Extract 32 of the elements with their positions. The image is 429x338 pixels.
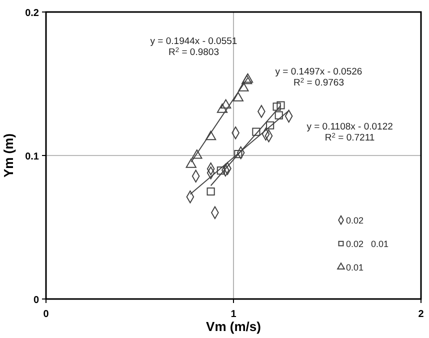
legend-label: 0.02 0.01 (346, 239, 389, 250)
legend-label: 0.02 (346, 216, 364, 226)
point (206, 187, 215, 196)
point (252, 128, 260, 136)
point (232, 92, 244, 102)
point (216, 104, 228, 113)
point (272, 102, 281, 111)
annotation: y = 0.1108x - 0.0122 (306, 122, 393, 133)
y-tick-label: 0.1 (25, 152, 40, 162)
annotation: R$^{2}$ = 0.9803 (168, 46, 219, 58)
point (266, 121, 274, 130)
x-tick-label: 1 (230, 309, 237, 320)
annotation: R$^{2}$ = 0.7211 (324, 132, 375, 144)
x-tick-label: 2 (418, 309, 424, 320)
point (238, 82, 249, 92)
x-axis-title: Vm (m/s) (206, 319, 261, 334)
point (234, 150, 242, 158)
y-tick-label: 0 (33, 295, 40, 306)
x-tick-label: 0 (43, 309, 50, 320)
point (276, 101, 285, 110)
point (216, 166, 225, 175)
point (206, 130, 216, 140)
y-tick-label: 0.2 (25, 8, 40, 19)
annotation: R$^{2}$ = 0.9763 (294, 77, 344, 89)
point (220, 99, 232, 109)
point (274, 111, 283, 120)
annotation: y = 0.1497x - 0.0526 (275, 66, 362, 78)
annotation: y = 0.1944x - 0.0551 (150, 36, 238, 47)
point (186, 158, 196, 168)
y-axis-title: Ym (m) (1, 133, 16, 178)
point (192, 149, 202, 159)
legend-label: 0.01 (346, 262, 364, 273)
